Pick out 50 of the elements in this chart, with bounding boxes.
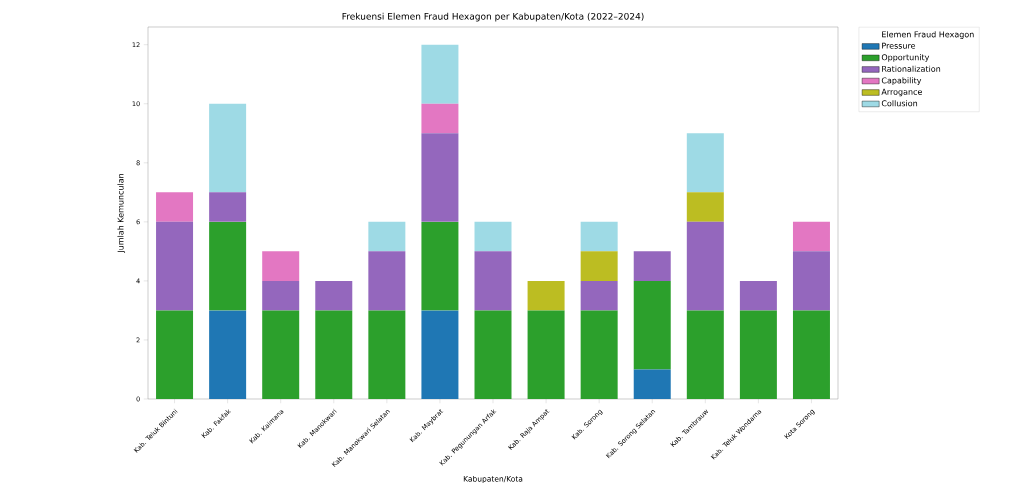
bar (262, 251, 300, 281)
bar (792, 251, 830, 311)
bar (474, 310, 512, 399)
bar (421, 133, 459, 222)
bar (686, 221, 724, 311)
bar (368, 221, 406, 252)
legend-label: Capability (881, 77, 922, 85)
bar (368, 310, 406, 399)
bar (315, 310, 353, 399)
bar (156, 310, 194, 399)
legend-label: Rationalization (882, 65, 941, 72)
bar (156, 221, 194, 311)
legend-label: Pressure (882, 42, 916, 49)
bar (792, 221, 830, 252)
bar (686, 192, 724, 222)
bar (156, 192, 194, 222)
bar (474, 221, 512, 252)
bar (739, 280, 777, 311)
bar (209, 192, 247, 222)
legend-label: Arrogance (881, 88, 922, 97)
legend-title: Elemen Fraud Hexagon (882, 31, 974, 39)
bar (633, 369, 671, 399)
bar (421, 310, 459, 399)
bar (315, 280, 353, 311)
bar (368, 251, 406, 311)
bar (792, 310, 830, 399)
bar (421, 221, 459, 311)
bar (209, 310, 247, 399)
bar (580, 251, 618, 281)
bar (686, 133, 724, 193)
y-axis-title: Jumlah Kemunculan (117, 173, 126, 254)
bar (686, 310, 724, 399)
bar (739, 310, 777, 399)
bar (527, 280, 565, 311)
bar (580, 310, 618, 399)
bar (633, 251, 671, 281)
chart-title: Frekuensi Elemen Fraud Hexagon per Kabupaten/Kota (2022–2024) (342, 12, 644, 22)
bar (580, 280, 618, 311)
bar (580, 221, 618, 252)
bar (474, 251, 512, 311)
bar (209, 221, 247, 311)
bar (421, 44, 459, 104)
bar (527, 310, 565, 399)
bar (421, 103, 459, 134)
legend-label: Opportunity (881, 54, 930, 62)
bar (262, 280, 300, 311)
legend-label: Collusion (881, 100, 918, 107)
bar (262, 310, 300, 399)
bar (209, 103, 247, 193)
bar (633, 280, 671, 370)
